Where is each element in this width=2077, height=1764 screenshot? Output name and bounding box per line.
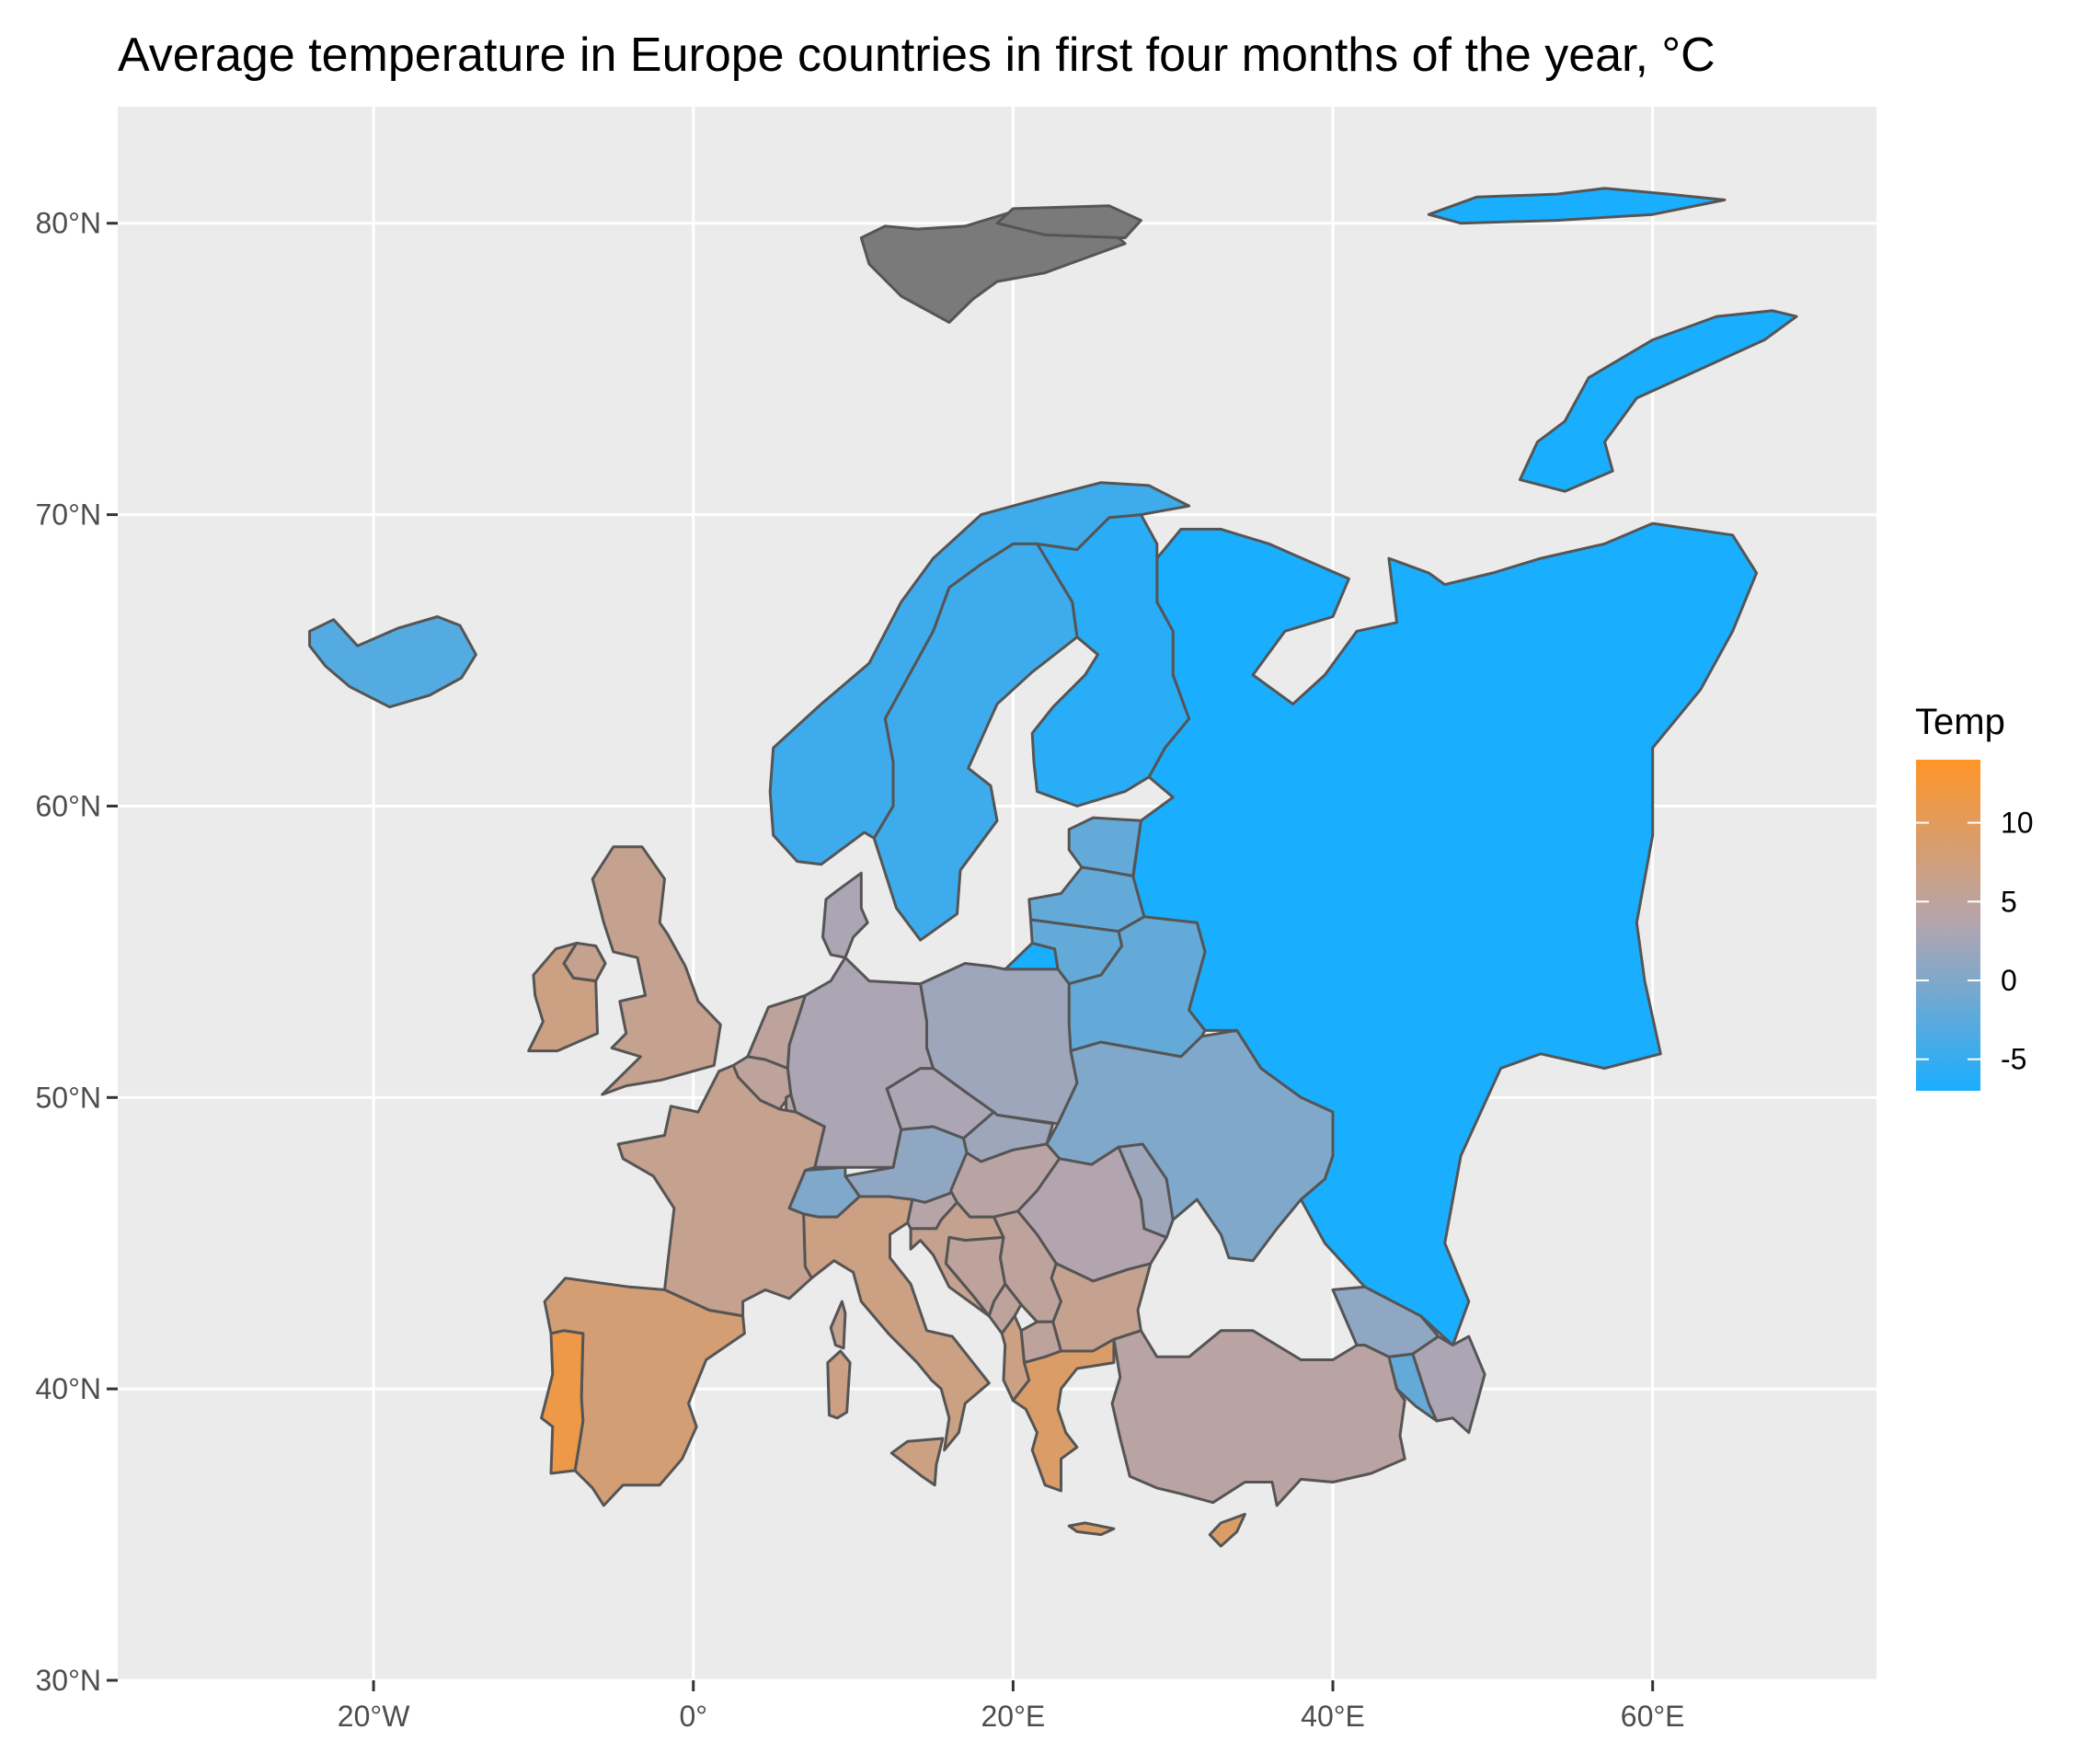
x-tick-label-2: 20°E [981,1700,1046,1733]
region-crete [1067,1521,1116,1537]
region-ireland [527,941,599,1053]
region-united-kingdom [591,845,722,1096]
region-novaya-zemlya [1518,309,1798,493]
region-cyprus [1208,1512,1246,1548]
region-corsica [829,1300,847,1350]
region-turkey [1110,1329,1406,1507]
region-denmark [821,871,869,959]
y-tick-label-5: 80°N [36,207,102,240]
x-tick-label-4: 60°E [1621,1700,1685,1733]
region-sardinia [826,1349,852,1420]
legend-ticks: 10 5 0 -5 [1916,807,2034,1076]
map-title: Average temperature in Europe countries … [118,29,1716,82]
legend-label-0: 10 [2001,807,2034,840]
x-axis: 20°W 0° 20°E 40°E 60°E [338,1680,1685,1733]
x-tick-label-1: 0° [679,1700,707,1733]
y-tick-label-3: 60°N [36,789,102,822]
region-nordaustlandet [995,204,1142,240]
region-sicily [889,1437,945,1487]
region-iceland [308,615,477,709]
legend-label-2: 0 [2001,964,2017,997]
y-tick-label-0: 30°N [36,1664,102,1697]
region-svalbard [859,210,1127,324]
x-tick-label-3: 40°E [1301,1700,1365,1733]
region-azerbaijan [1411,1334,1486,1435]
region-moldova [1117,1142,1175,1239]
y-tick-label-1: 40°N [36,1372,102,1405]
legend-title: Temp [1915,702,2005,742]
legend: Temp 10 5 0 -5 [1915,702,2034,1091]
countries-layer [308,187,1798,1548]
y-axis: 30°N 40°N 50°N 60°N 70°N 80°N [36,207,118,1697]
legend-label-3: -5 [2001,1043,2026,1076]
y-tick-label-4: 70°N [36,498,102,532]
y-tick-label-2: 50°N [36,1081,102,1114]
legend-label-1: 5 [2001,885,2017,918]
region-italy [802,1195,991,1452]
region-greece [1011,1337,1116,1493]
x-tick-label-0: 20°W [338,1700,410,1733]
legend-colorbar [1916,760,1980,1091]
region-portugal [540,1329,585,1475]
region-franz-josef-land [1427,187,1727,225]
region-norway [768,481,1191,866]
